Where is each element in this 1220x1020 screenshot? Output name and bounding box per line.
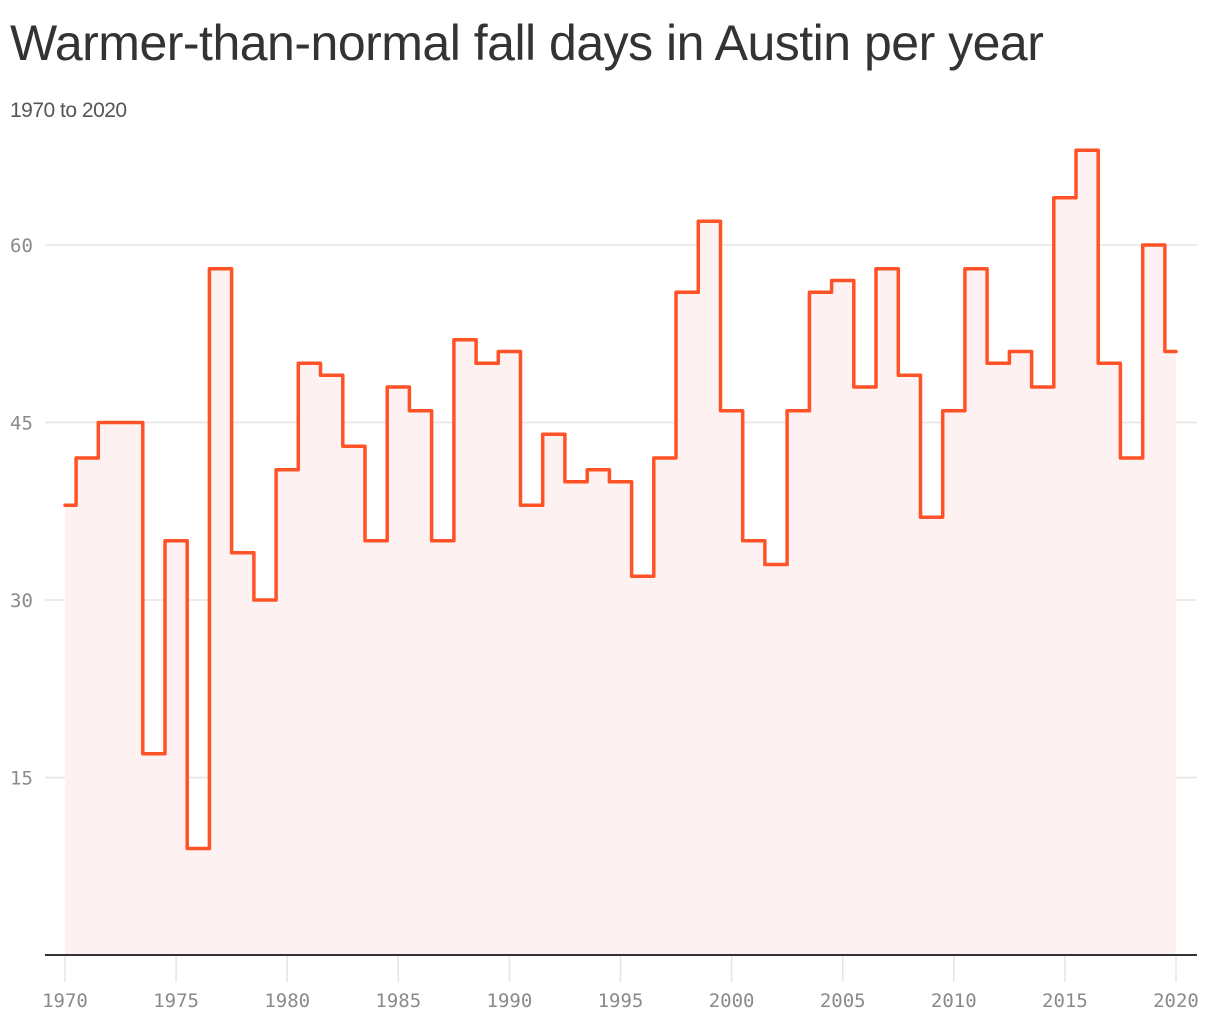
x-tick-label: 1985 <box>375 990 421 1012</box>
x-tick-label: 2005 <box>820 990 866 1012</box>
x-tick-label: 1970 <box>42 990 88 1012</box>
x-tick-marks <box>64 956 1177 982</box>
x-tick-label: 2010 <box>931 990 977 1012</box>
x-tick-label: 2020 <box>1153 990 1199 1012</box>
chart-title: Warmer-than-normal fall days in Austin p… <box>10 15 1044 71</box>
x-tick-label: 1995 <box>598 990 644 1012</box>
y-axis-labels: 15 30 45 60 <box>10 235 33 790</box>
y-tick-label: 45 <box>10 413 33 435</box>
x-tick-label: 2015 <box>1042 990 1088 1012</box>
y-tick-label: 60 <box>10 235 33 257</box>
x-axis-labels: 1970 1975 1980 1985 1990 1995 2000 2005 2010 2015… <box>42 990 1199 1012</box>
chart-subtitle: 1970 to 2020 <box>10 99 127 122</box>
data-line <box>63 148 1178 851</box>
x-tick-label: 1975 <box>153 990 199 1012</box>
x-tick-label: 1980 <box>264 990 310 1012</box>
y-tick-label: 30 <box>10 590 33 612</box>
y-tick-label: 15 <box>10 768 33 790</box>
x-tick-label: 1990 <box>487 990 533 1012</box>
x-tick-label: 2000 <box>709 990 755 1012</box>
